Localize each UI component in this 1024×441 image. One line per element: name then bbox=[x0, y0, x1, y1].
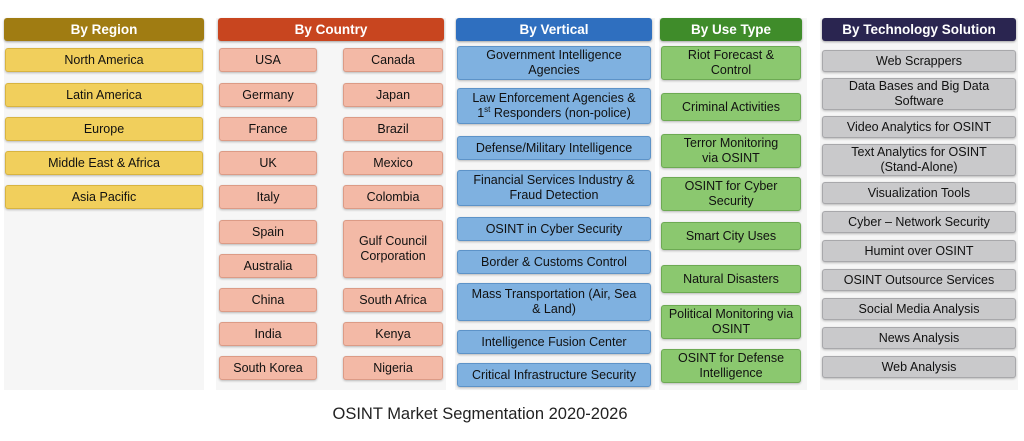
usetype-item: Criminal Activities bbox=[661, 93, 801, 121]
vertical-item: OSINT in Cyber Security bbox=[457, 217, 651, 241]
country-item: Japan bbox=[343, 83, 443, 107]
country-header: By Country bbox=[218, 18, 444, 41]
tech-item: Data Bases and Big Data Software bbox=[822, 78, 1016, 110]
country-item: Spain bbox=[219, 220, 317, 244]
region-item: Asia Pacific bbox=[5, 185, 203, 209]
country-item: Brazil bbox=[343, 117, 443, 141]
region-header: By Region bbox=[4, 18, 204, 41]
vertical-item: Mass Transportation (Air, Sea & Land) bbox=[457, 283, 651, 321]
region-item: Middle East & Africa bbox=[5, 151, 203, 175]
tech-header: By Technology Solution bbox=[822, 18, 1016, 41]
vertical-item: Border & Customs Control bbox=[457, 250, 651, 274]
country-item: USA bbox=[219, 48, 317, 72]
country-item: UK bbox=[219, 151, 317, 175]
tech-item: News Analysis bbox=[822, 327, 1016, 349]
tech-item: Social Media Analysis bbox=[822, 298, 1016, 320]
usetype-item: OSINT for Cyber Security bbox=[661, 177, 801, 211]
country-item: China bbox=[219, 288, 317, 312]
usetype-item: OSINT for Defense Intelligence bbox=[661, 349, 801, 383]
country-item: South Africa bbox=[343, 288, 443, 312]
vertical-item: Critical Infrastructure Security bbox=[457, 363, 651, 387]
country-item: Mexico bbox=[343, 151, 443, 175]
tech-item: Video Analytics for OSINT bbox=[822, 116, 1016, 138]
country-item: Colombia bbox=[343, 185, 443, 209]
usetype-item: Terror Monitoring via OSINT bbox=[661, 134, 801, 168]
country-item: Kenya bbox=[343, 322, 443, 346]
region-item: Latin America bbox=[5, 83, 203, 107]
tech-item: Cyber – Network Security bbox=[822, 211, 1016, 233]
vertical-item: Government Intelligence Agencies bbox=[457, 46, 651, 80]
usetype-item: Riot Forecast & Control bbox=[661, 46, 801, 80]
tech-item: OSINT Outsource Services bbox=[822, 269, 1016, 291]
vertical-item: Defense/Military Intelligence bbox=[457, 136, 651, 160]
vertical-header: By Vertical bbox=[456, 18, 652, 41]
usetype-item: Natural Disasters bbox=[661, 265, 801, 293]
usetype-item: Smart City Uses bbox=[661, 222, 801, 250]
country-item: India bbox=[219, 322, 317, 346]
figure-caption: OSINT Market Segmentation 2020-2026 bbox=[332, 405, 628, 423]
country-item: Australia bbox=[219, 254, 317, 278]
vertical-item: Financial Services Industry & Fraud Dete… bbox=[457, 170, 651, 206]
country-item: France bbox=[219, 117, 317, 141]
vertical-item: Law Enforcement Agencies & 1st Responders… bbox=[457, 88, 651, 124]
vertical-item-label: Law Enforcement Agencies & 1st Responders… bbox=[472, 91, 636, 120]
usetype-item: Political Monitoring via OSINT bbox=[661, 305, 801, 339]
tech-item: Web Analysis bbox=[822, 356, 1016, 378]
country-item: Germany bbox=[219, 83, 317, 107]
tech-item: Text Analytics for OSINT (Stand-Alone) bbox=[822, 144, 1016, 176]
region-item: North America bbox=[5, 48, 203, 72]
tech-item: Humint over OSINT bbox=[822, 240, 1016, 262]
vertical-item: Intelligence Fusion Center bbox=[457, 330, 651, 354]
country-item: Gulf Council Corporation bbox=[343, 220, 443, 278]
tech-item: Visualization Tools bbox=[822, 182, 1016, 204]
country-item: Nigeria bbox=[343, 356, 443, 380]
country-item: Italy bbox=[219, 185, 317, 209]
country-item: South Korea bbox=[219, 356, 317, 380]
country-item: Canada bbox=[343, 48, 443, 72]
region-item: Europe bbox=[5, 117, 203, 141]
tech-item: Web Scrappers bbox=[822, 50, 1016, 72]
usetype-header: By Use Type bbox=[660, 18, 802, 41]
